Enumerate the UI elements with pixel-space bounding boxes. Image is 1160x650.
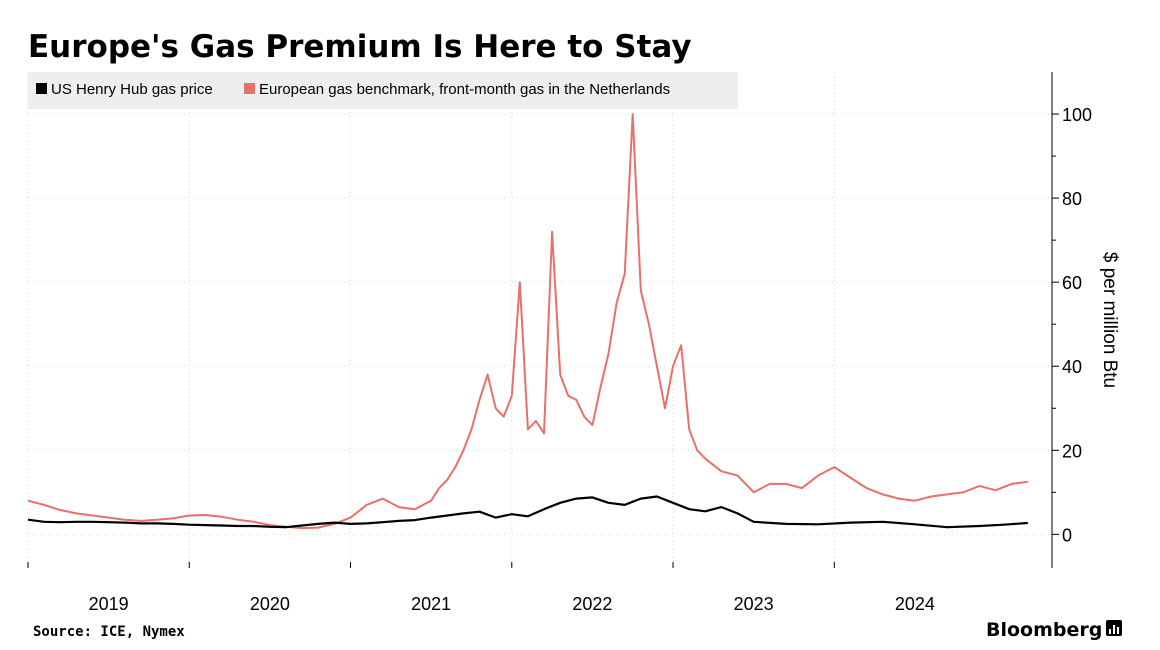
x-tick-label: 2020 <box>250 594 290 614</box>
source-note: Source: ICE, Nymex <box>33 624 185 640</box>
x-tick-label: 2024 <box>895 594 935 614</box>
y-tick-label: 100 <box>1062 105 1092 125</box>
series <box>27 113 1028 530</box>
y-tick-label: 20 <box>1062 441 1082 461</box>
y-tick-label: 60 <box>1062 273 1082 293</box>
y-tick-label: 0 <box>1062 525 1072 545</box>
legend-background <box>28 72 738 109</box>
x-tick-label: 2022 <box>572 594 612 614</box>
x-tick-label: 2023 <box>734 594 774 614</box>
chart-title: Europe's Gas Premium Is Here to Stay <box>28 29 692 65</box>
series-line-european-benchmark <box>27 113 1028 530</box>
series-line-us-henry-hub <box>27 495 1028 529</box>
legend-label-us: US Henry Hub gas price <box>51 81 213 98</box>
y-axis-label: $ per million Btu <box>1099 252 1120 388</box>
bloomberg-logo: Bloomberg <box>986 619 1102 641</box>
legend-swatch-eu <box>244 83 255 94</box>
y-tick-label: 80 <box>1062 189 1082 209</box>
y-axis-ticks: 0 20 40 60 80 100 <box>1052 105 1092 545</box>
legend-label-eu: European gas benchmark, front-month gas … <box>259 81 670 98</box>
grid <box>27 72 1052 568</box>
legend: US Henry Hub gas price European gas benc… <box>36 81 670 98</box>
x-axis-ticks: 2019 2020 2021 2022 2023 2024 <box>27 562 935 614</box>
x-tick-label: 2019 <box>89 594 129 614</box>
legend-swatch-us <box>36 83 47 94</box>
x-tick-label: 2021 <box>411 594 451 614</box>
y-tick-label: 40 <box>1062 357 1082 377</box>
bloomberg-logo-icon <box>1106 620 1122 636</box>
